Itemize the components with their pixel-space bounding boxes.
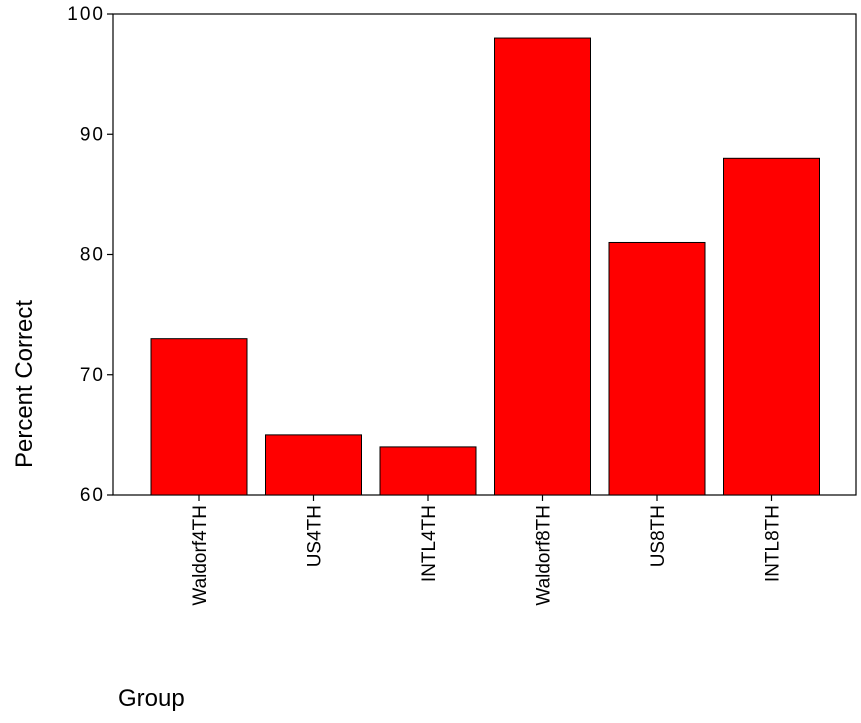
x-tick-label: US8TH [648,505,669,567]
y-axis: 60 70 80 90 100 [67,4,113,506]
x-axis-title: Group [118,685,185,712]
x-tick-label: Waldorf4TH [190,505,211,606]
y-tick-label: 100 [67,4,105,25]
y-tick-label: 70 [80,365,105,386]
bar-waldorf8th [494,37,591,496]
bar-waldorf4th [150,338,248,496]
y-tick-label: 90 [80,124,105,145]
x-tick-label: INTL8TH [763,505,784,582]
x-tick-label: Waldorf8TH [534,505,555,606]
x-tick-label: INTL4TH [419,505,440,582]
bar-intl4th [379,446,477,496]
x-tick-label: US4TH [305,505,326,567]
x-axis: Waldorf4TH US4TH INTL4TH Waldorf8TH US8TH INT… [190,495,784,606]
y-tick-label: 80 [80,245,105,266]
bar-us8th [608,241,706,496]
bars [150,37,820,496]
y-tick-label: 60 [80,485,105,506]
bar-intl8th [723,157,820,496]
y-axis-title: Percent Correct [11,300,38,468]
bar-us4th [265,434,362,496]
